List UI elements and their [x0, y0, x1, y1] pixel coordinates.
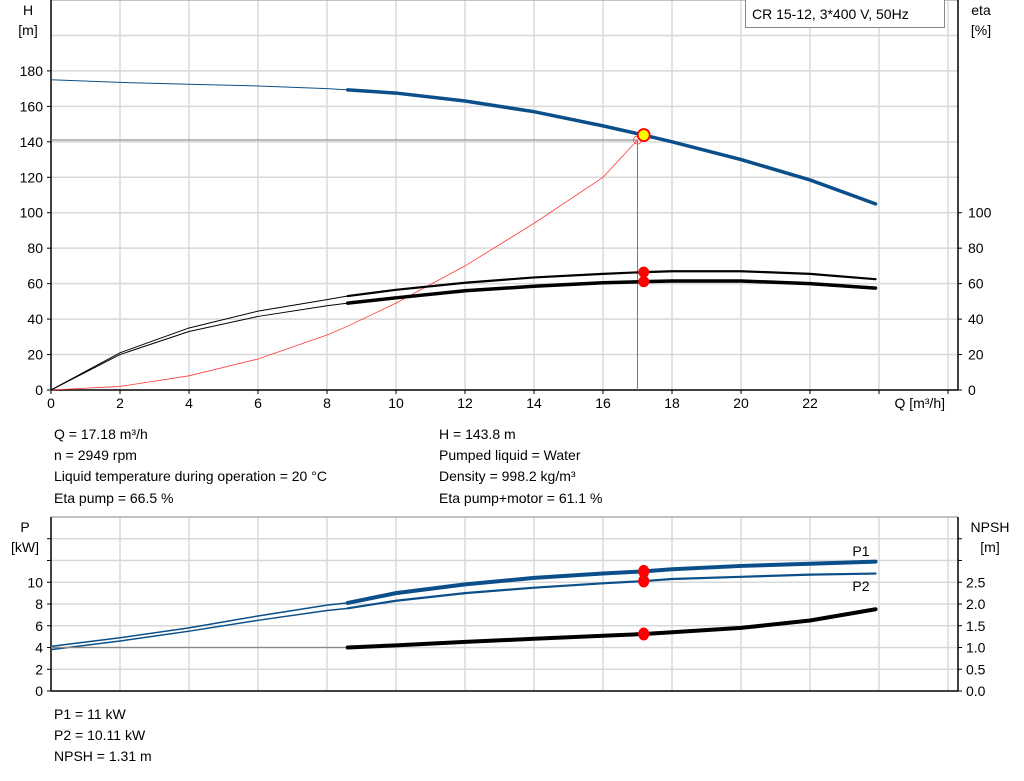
- info-eta-pump-motor: Eta pump+motor = 61.1 %: [439, 490, 603, 506]
- p-tick-label: 8: [35, 596, 43, 612]
- npsh-tick-label: 0.5: [966, 661, 986, 677]
- p-tick-label: 10: [27, 574, 43, 590]
- y-tick-label: 0: [35, 382, 43, 398]
- y-axis-unit: [m]: [18, 22, 37, 38]
- y-axis-label: H: [23, 2, 33, 18]
- info-temperature: Liquid temperature during operation = 20…: [54, 468, 327, 484]
- x-tick-label: 20: [733, 395, 749, 411]
- eta-pump-curve-thin: [50, 295, 348, 391]
- npsh-tick-label: 2.5: [966, 574, 986, 590]
- operating-point-marker: [636, 128, 651, 142]
- eta-pump-marker: [638, 266, 650, 278]
- y-tick-label: 20: [27, 347, 43, 363]
- y-tick-label: 180: [20, 63, 44, 79]
- p2-label: P2: [852, 578, 869, 594]
- info-p2: P2 = 10.11 kW: [54, 727, 146, 743]
- chart-title: CR 15-12, 3*400 V, 50Hz: [745, 0, 945, 28]
- y-tick-label: 140: [20, 134, 44, 150]
- npsh-axis-label: NPSH: [971, 519, 1010, 535]
- x-tick-label: 8: [323, 395, 331, 411]
- info-liquid: Pumped liquid = Water: [439, 447, 581, 463]
- y-right-tick-label: 100: [968, 205, 992, 221]
- info-density: Density = 998.2 kg/m³: [439, 468, 576, 484]
- p2-marker: [638, 574, 650, 588]
- eta-pump-curve: [346, 270, 877, 298]
- y-tick-label: 100: [20, 205, 44, 221]
- y-tick-label: 160: [20, 98, 44, 114]
- p-tick-label: 2: [35, 661, 43, 677]
- npsh-axis-unit: [m]: [980, 539, 999, 555]
- p-tick-label: 6: [35, 618, 43, 634]
- info-q: Q = 17.18 m³/h: [54, 426, 148, 442]
- npsh-tick-label: 0.0: [966, 683, 986, 699]
- info-head: H = 143.8 m: [439, 426, 516, 442]
- y-right-axis-label: eta: [971, 2, 991, 18]
- npsh-tick-label: 1.0: [966, 640, 986, 656]
- x-tick-label: 2: [116, 395, 124, 411]
- npsh-marker: [638, 627, 650, 641]
- x-tick-label: 12: [457, 395, 473, 411]
- p-axis-label: P: [20, 519, 29, 535]
- y-tick-label: 60: [27, 276, 43, 292]
- p-tick-label: 4: [35, 640, 43, 656]
- system-curve: [50, 139, 638, 391]
- info-npsh: NPSH = 1.31 m: [54, 748, 152, 764]
- info-speed: n = 2949 rpm: [54, 447, 137, 463]
- y-right-axis-unit: [%]: [971, 22, 991, 38]
- p-axis-unit: [kW]: [11, 539, 39, 555]
- p1-curve: [345, 559, 878, 605]
- p2-curve: [346, 572, 877, 610]
- eta-pump-motor-marker: [638, 276, 650, 288]
- y-right-tick-label: 20: [968, 347, 984, 363]
- x-tick-label: 10: [388, 395, 404, 411]
- y-right-tick-label: 40: [968, 311, 984, 327]
- p1-curve-thin: [50, 602, 348, 648]
- x-tick-label: 16: [595, 395, 611, 411]
- y-tick-label: 40: [27, 311, 43, 327]
- head-curve-thin: [50, 79, 348, 91]
- eta-pump-motor-curve: [345, 279, 878, 305]
- head-curve: [345, 88, 878, 206]
- y-tick-label: 80: [27, 240, 43, 256]
- p2-curve-thin: [50, 607, 348, 651]
- y-right-tick-label: 0: [968, 382, 976, 398]
- y-tick-label: 120: [20, 169, 44, 185]
- info-eta-pump: Eta pump = 66.5 %: [54, 490, 174, 506]
- y-right-tick-label: 60: [968, 276, 984, 292]
- p1-label: P1: [852, 543, 869, 559]
- x-tick-label: 22: [802, 395, 818, 411]
- npsh-tick-label: 1.5: [966, 618, 986, 634]
- npsh-curve: [345, 607, 878, 650]
- x-tick-label: 4: [185, 395, 193, 411]
- p-tick-label: 0: [35, 683, 43, 699]
- npsh-tick-label: 2.0: [966, 596, 986, 612]
- x-tick-label: 18: [664, 395, 680, 411]
- x-axis-label: Q [m³/h]: [894, 395, 945, 411]
- p1-marker: [638, 564, 650, 578]
- eta-pump-motor-curve-thin: [50, 302, 348, 391]
- info-p1: P1 = 11 kW: [54, 706, 126, 722]
- y-right-tick-label: 80: [968, 240, 984, 256]
- x-tick-label: 14: [526, 395, 542, 411]
- x-tick-label: 6: [254, 395, 262, 411]
- x-tick-label: 0: [47, 395, 55, 411]
